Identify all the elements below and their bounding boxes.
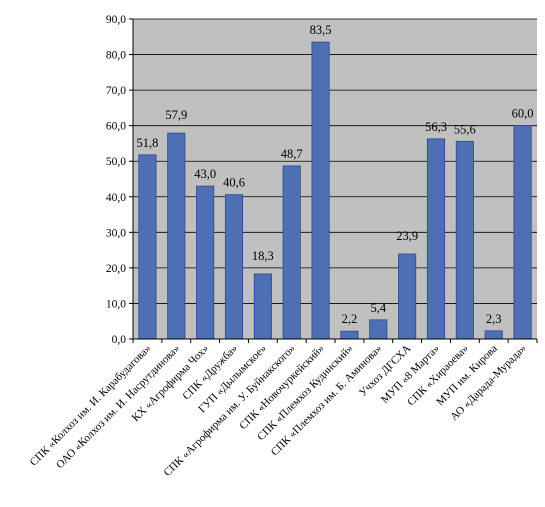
bar bbox=[369, 319, 388, 340]
data-label: 5,4 bbox=[370, 301, 386, 315]
bar bbox=[311, 41, 330, 340]
data-label: 18,3 bbox=[252, 249, 274, 263]
data-label: 48,7 bbox=[281, 147, 303, 161]
y-tick-label: 40,0 bbox=[106, 192, 126, 204]
bar bbox=[455, 140, 474, 340]
data-label: 51,8 bbox=[136, 136, 158, 150]
bars bbox=[138, 41, 532, 340]
data-labels: 51,8 57,9 43,0 40,6 18,3 48,7 83,5 2,2 5,4 23,9 56… bbox=[136, 23, 533, 326]
y-tick-label: 80,0 bbox=[106, 50, 126, 62]
data-label: 60,0 bbox=[512, 107, 534, 121]
bar bbox=[196, 185, 215, 340]
y-tick-label: 90,0 bbox=[106, 14, 126, 26]
bar bbox=[484, 330, 503, 340]
data-label: 83,5 bbox=[310, 23, 332, 37]
bar bbox=[138, 154, 157, 340]
bar bbox=[340, 330, 359, 340]
bar bbox=[167, 132, 186, 340]
data-label: 23,9 bbox=[396, 229, 418, 243]
bar bbox=[398, 253, 417, 340]
x-category-label: ОАО «Колхоз им. И. Насрутдинова» bbox=[54, 343, 182, 471]
bar bbox=[253, 273, 272, 340]
y-axis-ticks: 0,0 10,0 20,0 30,0 40,0 50,0 60,0 70,0 80,0 90,0 bbox=[106, 14, 133, 346]
x-category-label: СПК «Колхоз им. И. Карабудагова» bbox=[28, 343, 154, 469]
bar bbox=[426, 138, 446, 340]
data-label: 56,3 bbox=[425, 120, 447, 134]
y-tick-label: 70,0 bbox=[106, 85, 126, 97]
data-label: 57,9 bbox=[165, 108, 187, 122]
data-label: 55,6 bbox=[454, 122, 476, 136]
y-tick-label: 0,0 bbox=[112, 334, 127, 346]
data-label: 40,6 bbox=[223, 176, 245, 190]
data-label: 43,0 bbox=[194, 167, 216, 181]
y-tick-label: 20,0 bbox=[106, 263, 126, 275]
bar bbox=[513, 125, 532, 340]
data-label: 2,3 bbox=[486, 312, 502, 326]
data-label: 2,2 bbox=[342, 312, 358, 326]
x-axis-category-labels: СПК «Колхоз им. И. Карабудагова»ОАО «Кол… bbox=[28, 339, 538, 479]
y-tick-label: 50,0 bbox=[106, 156, 126, 168]
y-tick-label: 60,0 bbox=[106, 121, 126, 133]
bar bbox=[224, 194, 244, 340]
bar bbox=[282, 165, 301, 340]
y-tick-label: 10,0 bbox=[106, 298, 126, 310]
y-tick-label: 30,0 bbox=[106, 227, 126, 239]
